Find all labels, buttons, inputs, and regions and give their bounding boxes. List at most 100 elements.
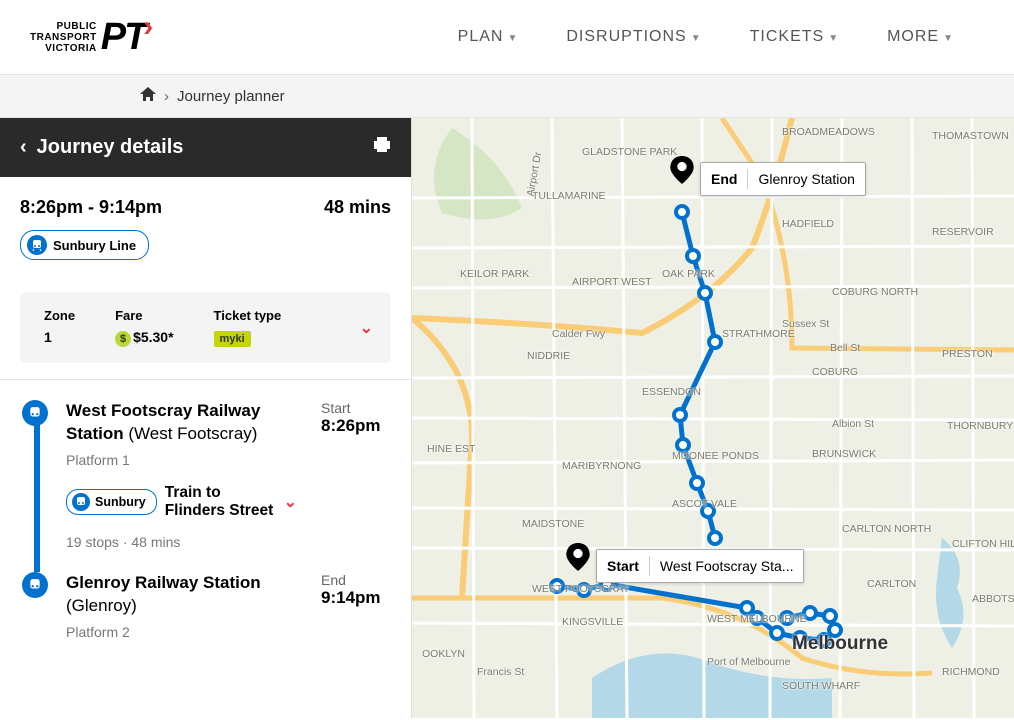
map-place-label: Calder Fwy bbox=[552, 328, 605, 340]
service-detail[interactable]: Sunbury Train to Flinders Street ⌄ bbox=[66, 484, 305, 520]
map-place-label: ESSENDON bbox=[642, 386, 701, 398]
dest-station: Glenroy Railway Station (Glenroy) bbox=[66, 572, 305, 618]
map-place-label: MARIBYRNONG bbox=[562, 460, 641, 472]
map-place-label: ABBOTSFORD bbox=[972, 593, 1014, 605]
map-place-label: GLADSTONE PARK bbox=[582, 146, 677, 158]
divider bbox=[747, 169, 748, 189]
myki-chip: myki bbox=[214, 331, 251, 347]
chevron-down-icon: ⌄ bbox=[284, 492, 297, 512]
start-marker-label[interactable]: Start West Footscray Sta... bbox=[596, 549, 804, 583]
map-place-label: Francis St bbox=[477, 666, 524, 678]
ptv-logo[interactable]: PUBLICTRANSPORTVICTORIA PT › bbox=[30, 16, 153, 59]
map-place-label: Sussex St bbox=[782, 318, 829, 330]
fare-label: Fare bbox=[115, 308, 173, 323]
map-place-label: SOUTH WHARF bbox=[782, 680, 860, 692]
chevron-left-icon: ‹ bbox=[20, 136, 27, 159]
map-place-label: KINGSVILLE bbox=[562, 616, 623, 628]
map-place-label: OAK PARK bbox=[662, 268, 715, 280]
service-line: Sunbury bbox=[95, 495, 146, 509]
map-place-label: PRESTON bbox=[942, 348, 993, 360]
service-destination: Train to Flinders Street bbox=[165, 484, 276, 520]
chevron-down-icon: ⌄ bbox=[360, 318, 373, 338]
chevron-down-icon: ▼ bbox=[691, 33, 702, 44]
divider bbox=[649, 556, 650, 576]
train-icon bbox=[22, 572, 48, 598]
ticket-label: Ticket type bbox=[214, 308, 282, 323]
map-place-label: CARLTON bbox=[867, 578, 916, 590]
train-icon bbox=[27, 235, 47, 255]
back-button[interactable]: ‹ Journey details bbox=[20, 136, 183, 159]
line-badge[interactable]: Sunbury Line bbox=[20, 230, 149, 260]
map-place-label: COBURG NORTH bbox=[832, 286, 918, 298]
end-label: End bbox=[711, 171, 737, 187]
end-station: Glenroy Station bbox=[758, 171, 855, 187]
stops-info: 19 stops · 48 mins bbox=[66, 534, 305, 550]
duration: 48 mins bbox=[324, 197, 391, 218]
nav-disruptions[interactable]: DISRUPTIONS▼ bbox=[566, 28, 701, 46]
map-place-label: THORNBURY bbox=[947, 420, 1013, 432]
map-place-label: BRUNSWICK bbox=[812, 448, 876, 460]
map-place-label: WEST FOOTSCRAY bbox=[532, 583, 630, 595]
start-marker[interactable] bbox=[564, 543, 592, 576]
chevron-down-icon: ▼ bbox=[507, 33, 518, 44]
origin-station: West Footscray Railway Station (West Foo… bbox=[66, 400, 305, 446]
chevron-right-icon: › bbox=[164, 88, 169, 105]
start-label: Start bbox=[607, 558, 639, 574]
nav-more[interactable]: MORE▼ bbox=[887, 28, 954, 46]
print-button[interactable] bbox=[373, 137, 391, 158]
home-icon[interactable] bbox=[140, 87, 156, 105]
end-marker[interactable] bbox=[668, 156, 696, 189]
map-place-label: Albion St bbox=[832, 418, 874, 430]
start-time: 8:26pm bbox=[321, 416, 391, 436]
pin-icon bbox=[668, 156, 696, 184]
end-marker-label[interactable]: End Glenroy Station bbox=[700, 162, 866, 196]
map-place-label: NIDDRIE bbox=[527, 350, 570, 362]
chevron-down-icon: ▼ bbox=[943, 33, 954, 44]
journey-legs: West Footscray Railway Station (West Foo… bbox=[0, 379, 411, 660]
breadcrumb-bar: › Journey planner bbox=[0, 75, 1014, 118]
zone-value: 1 bbox=[44, 329, 75, 345]
fare-value: $5.30* bbox=[133, 329, 173, 345]
map-place-label: Port of Melbourne bbox=[707, 656, 790, 668]
map-city-label: Melbourne bbox=[792, 633, 888, 655]
route-map[interactable]: BROADMEADOWS GLADSTONE PARK THOMASTOWN TULL… bbox=[412, 118, 1014, 718]
map-place-label: TULLAMARINE bbox=[532, 190, 606, 202]
logo-arrow-icon: › bbox=[143, 10, 153, 44]
logo-small-text: PUBLICTRANSPORTVICTORIA bbox=[30, 21, 97, 54]
start-label: Start bbox=[321, 400, 391, 416]
map-place-label: HADFIELD bbox=[782, 218, 834, 230]
map-place-label: AIRPORT WEST bbox=[572, 276, 652, 288]
dest-platform: Platform 2 bbox=[66, 624, 305, 640]
line-name: Sunbury Line bbox=[53, 238, 136, 253]
breadcrumb-current: Journey planner bbox=[177, 88, 285, 105]
map-place-label: KEILOR PARK bbox=[460, 268, 529, 280]
map-place-label: COBURG bbox=[812, 366, 858, 378]
map-place-label: THOMASTOWN bbox=[932, 130, 1009, 142]
train-icon bbox=[22, 400, 48, 426]
train-icon bbox=[72, 493, 90, 511]
end-label: End bbox=[321, 572, 391, 588]
map-place-label: OOKLYN bbox=[422, 648, 465, 660]
map-place-label: MAIDSTONE bbox=[522, 518, 584, 530]
map-place-label: BROADMEADOWS bbox=[782, 126, 875, 138]
map-place-label: HINE EST bbox=[427, 443, 475, 455]
panel-title: Journey details bbox=[37, 136, 184, 159]
pin-icon bbox=[564, 543, 592, 571]
map-place-label: Bell St bbox=[830, 342, 860, 354]
logo-pt: PT bbox=[101, 16, 146, 59]
map-place-label: MOONEE PONDS bbox=[672, 450, 759, 462]
map-place-label: CARLTON NORTH bbox=[842, 523, 931, 535]
map-place-label: ASCOT VALE bbox=[672, 498, 737, 510]
time-range: 8:26pm - 9:14pm bbox=[20, 197, 162, 218]
fare-summary[interactable]: Zone 1 Fare $$5.30* Ticket type myki ⌄ bbox=[20, 292, 391, 363]
map-place-label: RICHMOND bbox=[942, 666, 1000, 678]
journey-details-panel: ‹ Journey details 8:26pm - 9:14pm 48 min… bbox=[0, 118, 412, 718]
map-place-label: RESERVOIR bbox=[932, 226, 994, 238]
nav-tickets[interactable]: TICKETS▼ bbox=[750, 28, 839, 46]
nav-plan[interactable]: PLAN▼ bbox=[458, 28, 519, 46]
map-place-label: WEST MELBOURNE bbox=[707, 613, 807, 625]
dollar-icon: $ bbox=[115, 331, 131, 347]
end-time: 9:14pm bbox=[321, 588, 391, 608]
top-nav: PUBLICTRANSPORTVICTORIA PT › PLAN▼ DISRU… bbox=[0, 0, 1014, 75]
origin-platform: Platform 1 bbox=[66, 452, 305, 468]
